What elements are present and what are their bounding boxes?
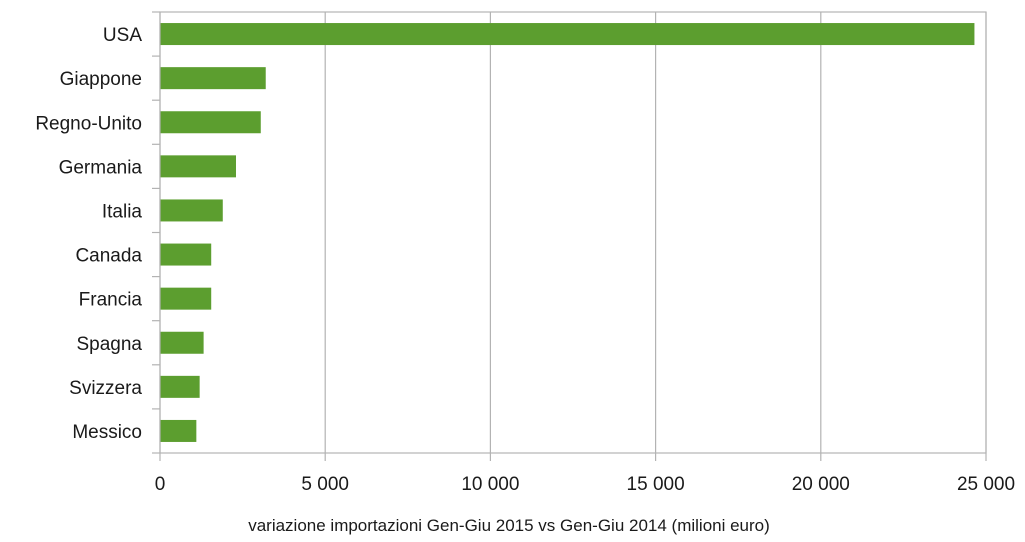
category-label: Germania [59, 157, 143, 178]
x-axis-title: variazione importazioni Gen-Giu 2015 vs … [248, 516, 770, 535]
x-tick-label: 5 000 [301, 474, 349, 495]
category-label: Spagna [76, 334, 142, 355]
category-label: USA [103, 25, 142, 46]
bar-spagna [160, 331, 204, 354]
x-tick-label: 0 [155, 474, 166, 495]
grid-lines [152, 11, 987, 461]
category-labels: USA Giappone Regno-Unito Germania Italia Cana… [35, 25, 142, 443]
category-label: Giappone [60, 69, 142, 90]
category-label: Messico [72, 422, 142, 443]
category-label: Francia [79, 290, 143, 311]
bar-italia [160, 199, 223, 222]
bar-regno-unito [160, 111, 261, 134]
category-label: Italia [102, 201, 143, 222]
category-label: Svizzera [69, 378, 142, 399]
bar-francia [160, 287, 212, 310]
x-tick-label: 15 000 [627, 474, 685, 495]
x-tick-label: 20 000 [792, 474, 850, 495]
bar-usa [160, 23, 975, 46]
bar-canada [160, 243, 212, 266]
bar-giappone [160, 67, 266, 90]
category-label: Canada [75, 246, 142, 267]
bars [160, 23, 975, 442]
x-tick-label: 25 000 [957, 474, 1015, 495]
bar-svizzera [160, 375, 200, 398]
bar-messico [160, 419, 197, 442]
plot-border [159, 11, 987, 454]
x-tick-labels: 0 5 000 10 000 15 000 20 000 25 000 [155, 474, 1015, 495]
category-label: Regno-Unito [35, 113, 142, 134]
x-tick-label: 10 000 [461, 474, 519, 495]
bar-germania [160, 155, 236, 178]
plot-frame [159, 11, 987, 454]
